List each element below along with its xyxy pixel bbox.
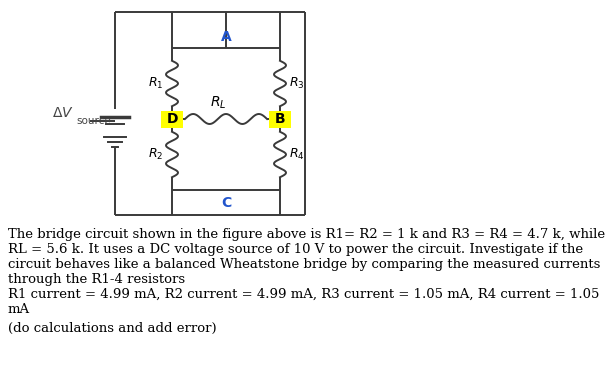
Text: $R_4$: $R_4$ [289,147,305,162]
Text: The bridge circuit shown in the figure above is R1= R2 = 1 k and R3 = R4 = 4.7 k: The bridge circuit shown in the figure a… [8,228,605,241]
Text: (do calculations and add error): (do calculations and add error) [8,322,217,335]
Text: through the R1-4 resistors: through the R1-4 resistors [8,273,185,286]
Text: $\Delta V$: $\Delta V$ [52,106,74,120]
Text: source: source [76,116,111,126]
Text: $R_1$: $R_1$ [148,76,163,91]
Text: $R_L$: $R_L$ [210,95,226,111]
Text: circuit behaves like a balanced Wheatstone bridge by comparing the measured curr: circuit behaves like a balanced Wheatsto… [8,258,600,271]
Text: $R_3$: $R_3$ [289,76,305,91]
Text: $R_2$: $R_2$ [148,147,163,162]
Text: R1 current = 4.99 mA, R2 current = 4.99 mA, R3 current = 1.05 mA, R4 current = 1: R1 current = 4.99 mA, R2 current = 4.99 … [8,288,600,301]
Bar [161,110,183,128]
Text: A: A [221,30,231,44]
Text: D: D [167,112,178,126]
Text: C: C [221,196,231,210]
Text: B: B [274,112,285,126]
Bar [269,110,291,128]
Text: RL = 5.6 k. It uses a DC voltage source of 10 V to power the circuit. Investigat: RL = 5.6 k. It uses a DC voltage source … [8,243,583,256]
Text: mA: mA [8,303,30,316]
